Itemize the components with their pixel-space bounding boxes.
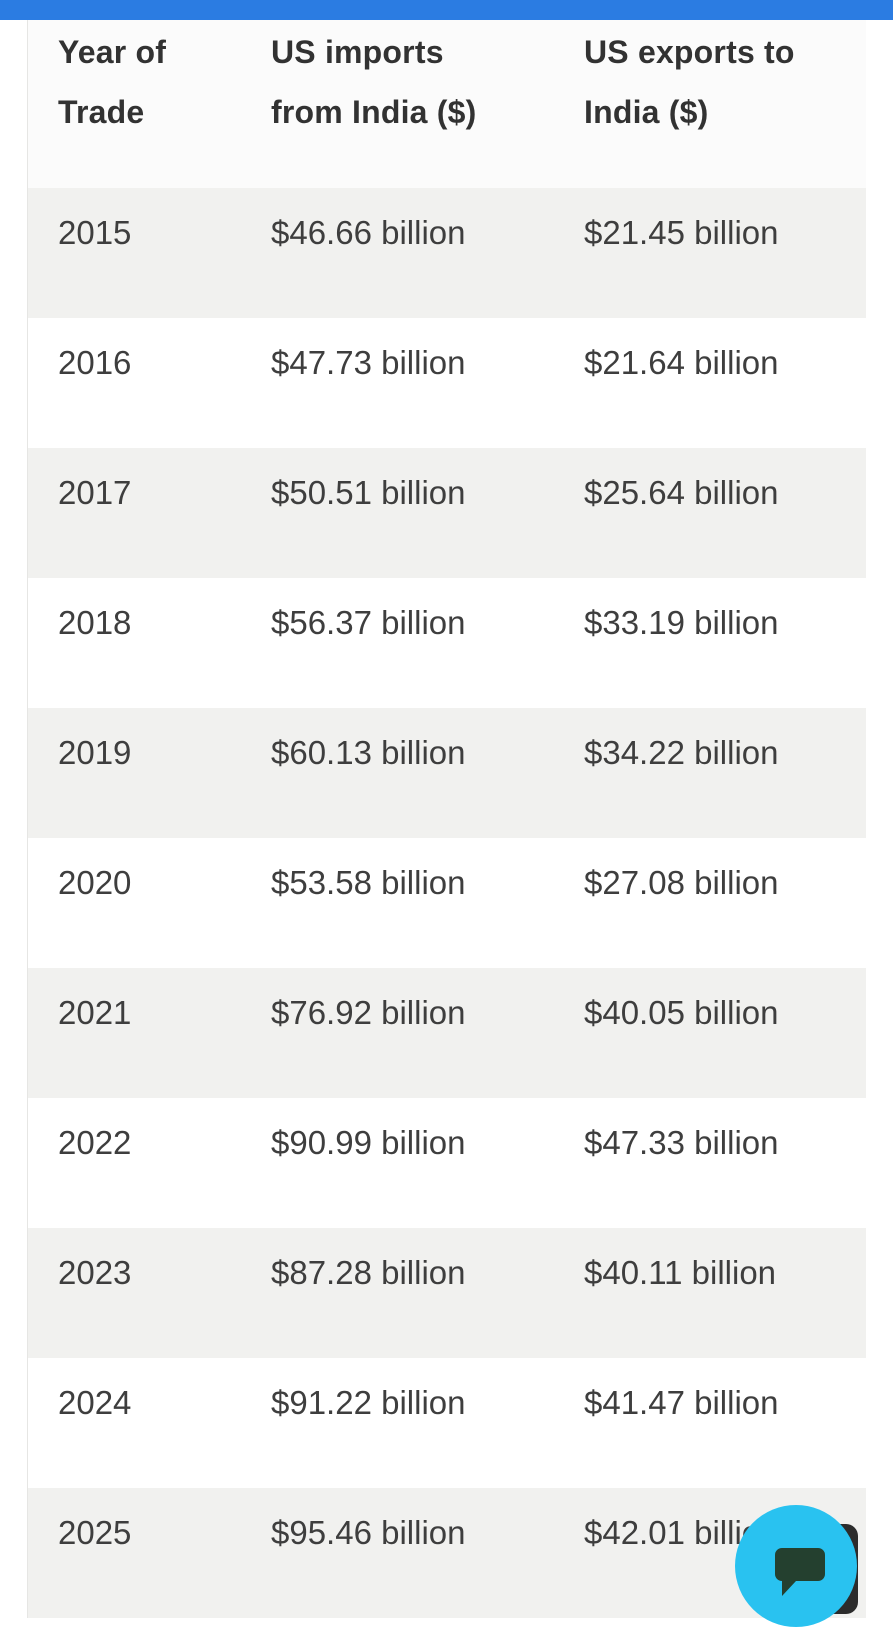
year-cell: 2020 bbox=[58, 864, 132, 901]
year-cell: 2018 bbox=[58, 604, 132, 641]
imports-cell: $46.66 billion bbox=[271, 214, 466, 251]
table-row: 2022 $90.99 billion $47.33 billion bbox=[28, 1098, 866, 1228]
imports-cell: $56.37 billion bbox=[271, 604, 466, 641]
table-header-row: Year of Trade US imports from India ($) … bbox=[28, 20, 866, 188]
table-row: 2016 $47.73 billion $21.64 billion bbox=[28, 318, 866, 448]
imports-cell: $60.13 billion bbox=[271, 734, 466, 771]
chat-bubble-icon bbox=[775, 1548, 825, 1596]
exports-cell: $34.22 billion bbox=[584, 734, 779, 771]
table-row: 2020 $53.58 billion $27.08 billion bbox=[28, 838, 866, 968]
imports-cell: $87.28 billion bbox=[271, 1254, 466, 1291]
exports-cell: $41.47 billion bbox=[584, 1384, 779, 1421]
column-header-exports: US exports to India ($) bbox=[584, 34, 795, 130]
exports-cell: $25.64 billion bbox=[584, 474, 779, 511]
top-accent-bar bbox=[0, 0, 893, 20]
year-cell: 2023 bbox=[58, 1254, 132, 1291]
column-header-imports: US imports from India ($) bbox=[271, 34, 477, 130]
year-cell: 2015 bbox=[58, 214, 132, 251]
trade-table-body: 2015 $46.66 billion $21.45 billion 2016 … bbox=[28, 188, 866, 1618]
exports-cell: $33.19 billion bbox=[584, 604, 779, 641]
exports-cell: $40.11 billion bbox=[584, 1254, 777, 1291]
year-cell: 2022 bbox=[58, 1124, 132, 1161]
year-cell: 2017 bbox=[58, 474, 132, 511]
year-cell: 2016 bbox=[58, 344, 132, 381]
imports-cell: $53.58 billion bbox=[271, 864, 466, 901]
imports-cell: $50.51 billion bbox=[271, 474, 466, 511]
exports-cell: $21.64 billion bbox=[584, 344, 779, 381]
imports-cell: $95.46 billion bbox=[271, 1514, 466, 1551]
table-row: 2025 $95.46 billion $42.01 billion bbox=[28, 1488, 866, 1618]
exports-cell: $47.33 billion bbox=[584, 1124, 779, 1161]
table-row: 2018 $56.37 billion $33.19 billion bbox=[28, 578, 866, 708]
table-row: 2019 $60.13 billion $34.22 billion bbox=[28, 708, 866, 838]
table-row: 2024 $91.22 billion $41.47 billion bbox=[28, 1358, 866, 1488]
year-cell: 2025 bbox=[58, 1514, 132, 1551]
imports-cell: $90.99 billion bbox=[271, 1124, 466, 1161]
table-row: 2017 $50.51 billion $25.64 billion bbox=[28, 448, 866, 578]
table-row: 2015 $46.66 billion $21.45 billion bbox=[28, 188, 866, 318]
imports-cell: $91.22 billion bbox=[271, 1384, 466, 1421]
trade-table: Year of Trade US imports from India ($) … bbox=[27, 20, 866, 1618]
table-row: 2021 $76.92 billion $40.05 billion bbox=[28, 968, 866, 1098]
imports-cell: $76.92 billion bbox=[271, 994, 466, 1031]
chat-launcher-button[interactable] bbox=[735, 1505, 857, 1627]
table-row: 2023 $87.28 billion $40.11 billion bbox=[28, 1228, 866, 1358]
exports-cell: $40.05 billion bbox=[584, 994, 779, 1031]
exports-cell: $27.08 billion bbox=[584, 864, 779, 901]
exports-cell: $21.45 billion bbox=[584, 214, 779, 251]
imports-cell: $47.73 billion bbox=[271, 344, 466, 381]
year-cell: 2019 bbox=[58, 734, 132, 771]
column-header-year: Year of Trade bbox=[58, 34, 167, 130]
year-cell: 2021 bbox=[58, 994, 132, 1031]
year-cell: 2024 bbox=[58, 1384, 132, 1421]
